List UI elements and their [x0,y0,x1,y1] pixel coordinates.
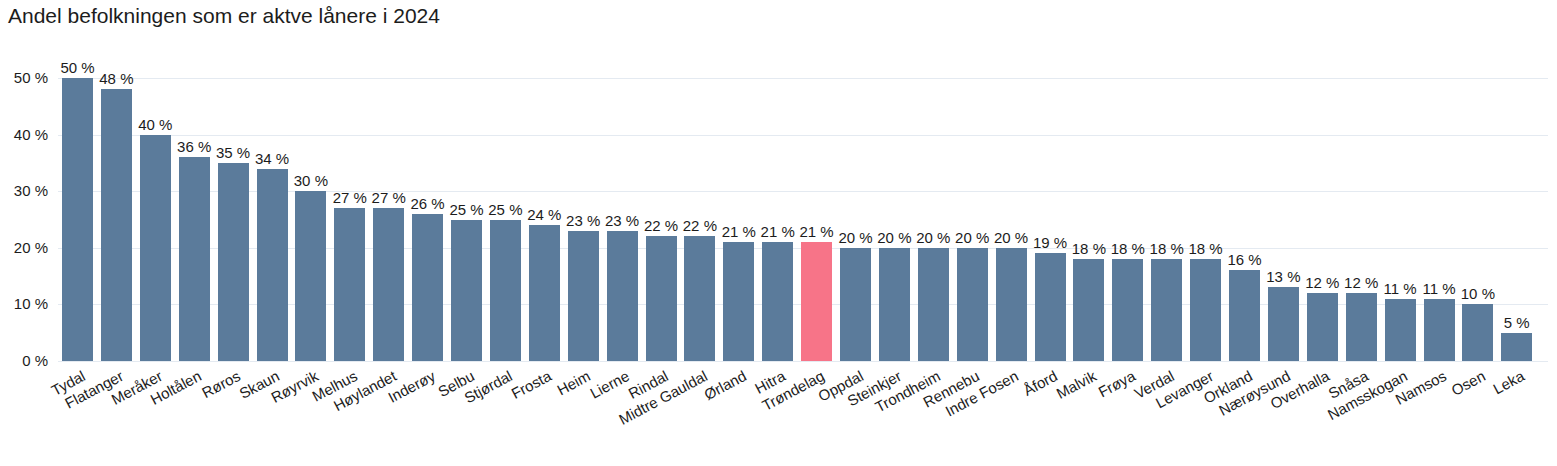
bar-levanger [1190,259,1221,361]
bar-holtålen [179,157,210,361]
gridline [58,361,1548,362]
bar-rennebu [957,248,988,361]
plot-area: 50 %48 %40 %36 %35 %34 %30 %27 %27 %26 %… [58,78,1548,361]
bar-leka [1501,333,1532,361]
bar-åford [1035,253,1066,361]
y-axis-tick-label: 50 % [0,68,48,88]
bar-value-label: 30 % [276,172,346,189]
bar-frosta [529,225,560,361]
gridline [58,78,1548,79]
bar-steinkjer [879,248,910,361]
bar-indre-fosen [996,248,1027,361]
bar-midtre-gauldal [684,236,715,361]
bar-snåsa [1346,293,1377,361]
chart-title: Andel befolkningen som er aktve lånere i… [8,4,440,28]
bar-hitra [762,242,793,361]
y-axis-tick-label: 40 % [0,125,48,145]
bar-value-label: 16 % [1210,251,1280,268]
bar-rindal [646,236,677,361]
bar-trondheim [918,248,949,361]
bar-nærøysund [1268,287,1299,361]
bar-chart: Andel befolkningen som er aktve lånere i… [0,0,1557,466]
y-axis-tick-label: 0 % [0,351,48,371]
bar-røyrvik [295,191,326,361]
bar-høylandet [373,208,404,361]
bar-value-label: 40 % [120,116,190,133]
bar-value-label: 34 % [237,150,307,167]
bar-verdal [1151,259,1182,361]
bar-tydal [62,78,93,361]
bar-skaun [257,169,288,361]
bar-value-label: 48 % [81,70,151,87]
bar-malvik [1073,259,1104,361]
bar-melhus [334,208,365,361]
bar-namsos [1424,299,1455,361]
bar-namsskogan [1385,299,1416,361]
gridline [58,135,1548,136]
y-axis-tick-label: 20 % [0,238,48,258]
bar-lierne [607,231,638,361]
bar-overhalla [1307,293,1338,361]
bar-heim [568,231,599,361]
y-axis-tick-label: 30 % [0,181,48,201]
bar-frøya [1112,259,1143,361]
bar-selbu [451,220,482,362]
y-axis-tick-label: 10 % [0,294,48,314]
bar-value-label: 5 % [1482,314,1552,331]
bar-value-label: 10 % [1443,285,1513,302]
bar-inderøy [412,214,443,361]
bar-ørland [723,242,754,361]
bar-trøndelag [801,242,832,361]
bar-meråker [140,135,171,361]
bar-røros [218,163,249,361]
bar-oppdal [840,248,871,361]
bar-stjørdal [490,220,521,362]
